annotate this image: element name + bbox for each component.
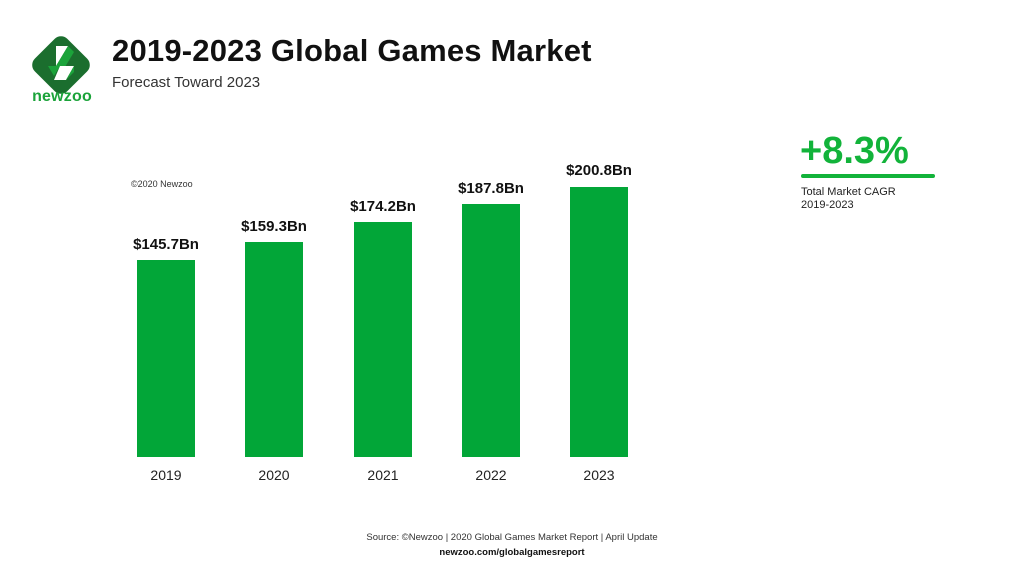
bar-2022 [462, 204, 520, 457]
cagr-value: +8.3% [800, 130, 909, 172]
bar-2019 [137, 260, 195, 457]
bar-2023 [570, 187, 628, 457]
bar-value-label: $174.2Bn [350, 198, 416, 215]
cagr-description: Total Market CAGR 2019-2023 [801, 186, 896, 212]
cagr-underline [801, 174, 935, 178]
source-note: Source: ©Newzoo | 2020 Global Games Mark… [366, 532, 658, 543]
x-axis-label: 2021 [367, 467, 399, 483]
x-axis-label: 2020 [258, 467, 290, 483]
chart-subtitle: Forecast Toward 2023 [112, 74, 261, 91]
logo-wordmark: newzoo [32, 88, 92, 105]
bar-value-label: $145.7Bn [133, 236, 199, 253]
chart-copyright: ©2020 Newzoo [131, 179, 193, 189]
x-axis-label: 2023 [583, 467, 615, 483]
bar-value-label: $187.8Bn [458, 180, 524, 197]
cagr-description-line2: 2019-2023 [801, 199, 854, 211]
bar-value-label: $200.8Bn [566, 162, 632, 179]
bar-value-label: $159.3Bn [241, 218, 307, 235]
newzoo-logo-icon [32, 36, 90, 94]
x-axis-label: 2022 [475, 467, 507, 483]
chart-title: 2019-2023 Global Games Market [112, 33, 592, 68]
cagr-description-line1: Total Market CAGR [801, 186, 896, 198]
bar-2020 [245, 242, 303, 457]
source-url: newzoo.com/globalgamesreport [439, 547, 585, 558]
x-axis-label: 2019 [150, 467, 182, 483]
bar-2021 [354, 222, 412, 457]
